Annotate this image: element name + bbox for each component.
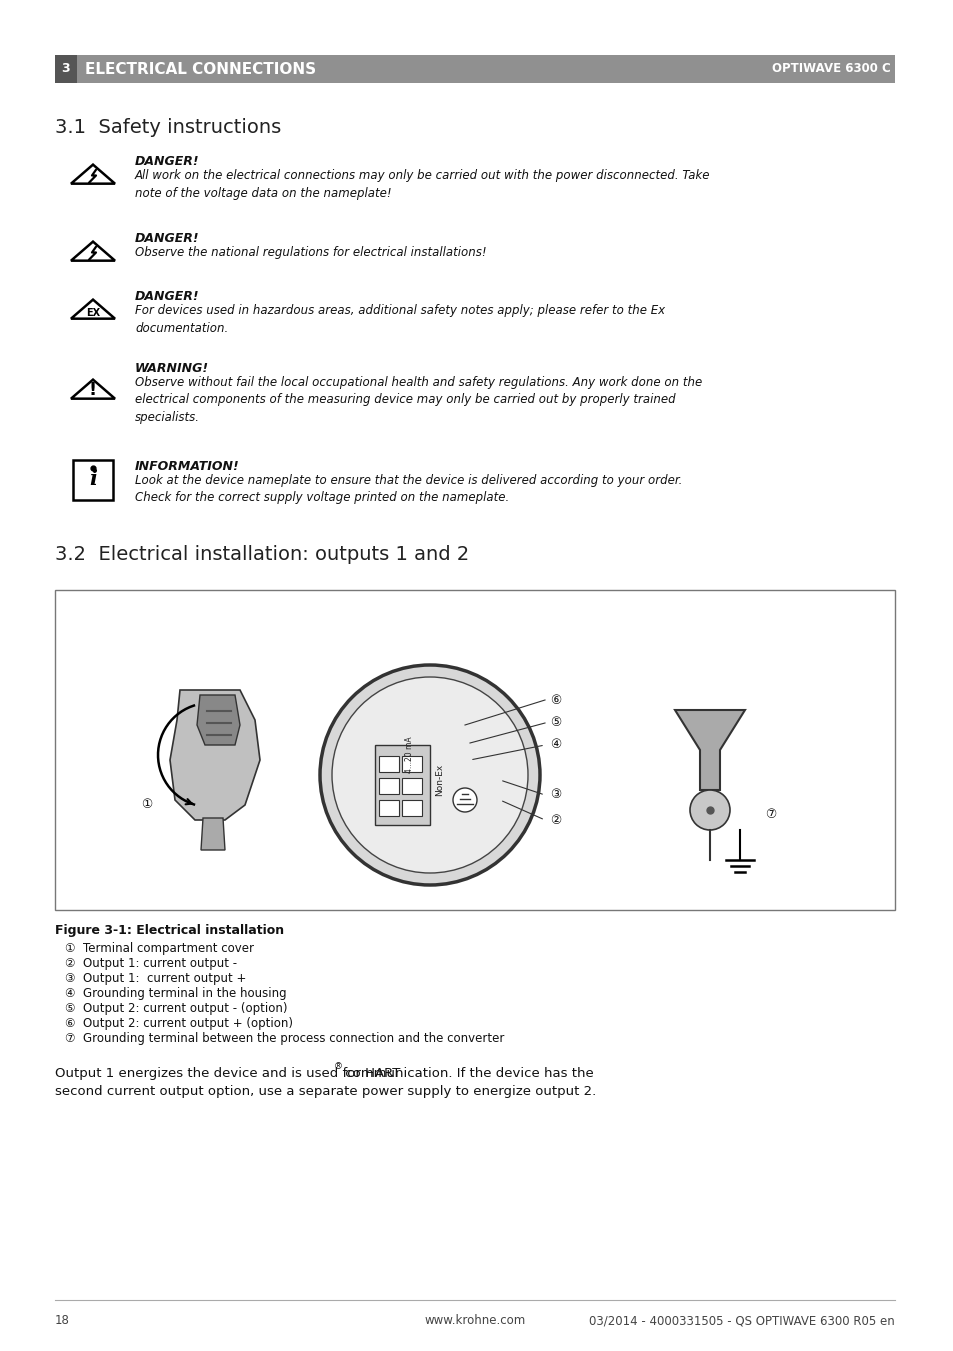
Text: ①  Terminal compartment cover: ① Terminal compartment cover (65, 942, 253, 955)
FancyBboxPatch shape (378, 778, 398, 794)
FancyBboxPatch shape (55, 55, 77, 82)
Text: 03/2014 - 4000331505 - QS OPTIWAVE 6300 R05 en: 03/2014 - 4000331505 - QS OPTIWAVE 6300 … (589, 1315, 894, 1327)
Text: ®: ® (334, 1062, 342, 1071)
Text: 3: 3 (62, 62, 71, 76)
Text: ELECTRICAL CONNECTIONS: ELECTRICAL CONNECTIONS (85, 62, 315, 77)
Polygon shape (71, 300, 115, 319)
Text: ④: ④ (550, 739, 560, 751)
Text: ①: ① (141, 798, 152, 812)
FancyBboxPatch shape (73, 459, 112, 500)
Text: ③  Output 1:  current output +: ③ Output 1: current output + (65, 971, 246, 985)
Polygon shape (196, 694, 240, 744)
Circle shape (332, 677, 527, 873)
Text: 4...20 mA: 4...20 mA (405, 736, 414, 773)
FancyBboxPatch shape (378, 757, 398, 771)
Text: Non-Ex: Non-Ex (435, 763, 444, 796)
Circle shape (689, 790, 729, 830)
Text: i: i (89, 469, 97, 489)
Polygon shape (71, 242, 115, 261)
Text: ⑤  Output 2: current output - (option): ⑤ Output 2: current output - (option) (65, 1002, 287, 1015)
Text: ⑦: ⑦ (764, 808, 776, 821)
Text: ②: ② (550, 813, 560, 827)
Text: EX: EX (86, 308, 100, 317)
Text: 3.1  Safety instructions: 3.1 Safety instructions (55, 118, 281, 136)
Text: Observe the national regulations for electrical installations!: Observe the national regulations for ele… (135, 246, 486, 259)
Text: ③: ③ (550, 789, 560, 801)
Circle shape (453, 788, 476, 812)
Text: second current output option, use a separate power supply to energize output 2.: second current output option, use a sepa… (55, 1085, 596, 1098)
FancyBboxPatch shape (401, 778, 421, 794)
Text: www.krohne.com: www.krohne.com (424, 1315, 525, 1327)
Text: communication. If the device has the: communication. If the device has the (341, 1067, 594, 1079)
Text: Output 1 energizes the device and is used for HART: Output 1 energizes the device and is use… (55, 1067, 400, 1079)
Polygon shape (71, 165, 115, 184)
Text: INFORMATION!: INFORMATION! (135, 459, 239, 473)
FancyBboxPatch shape (55, 590, 894, 911)
Text: For devices used in hazardous areas, additional safety notes apply; please refer: For devices used in hazardous areas, add… (135, 304, 664, 335)
Text: !: ! (89, 381, 97, 400)
FancyBboxPatch shape (375, 744, 430, 825)
Text: DANGER!: DANGER! (135, 232, 199, 245)
Polygon shape (71, 380, 115, 399)
Text: Look at the device nameplate to ensure that the device is delivered according to: Look at the device nameplate to ensure t… (135, 474, 681, 504)
Text: ②  Output 1: current output -: ② Output 1: current output - (65, 957, 237, 970)
FancyBboxPatch shape (401, 757, 421, 771)
Text: 18: 18 (55, 1315, 70, 1327)
FancyBboxPatch shape (401, 800, 421, 816)
Text: ⑥  Output 2: current output + (option): ⑥ Output 2: current output + (option) (65, 1017, 293, 1029)
Text: Figure 3-1: Electrical installation: Figure 3-1: Electrical installation (55, 924, 284, 938)
Text: DANGER!: DANGER! (135, 155, 199, 168)
Text: ⑦  Grounding terminal between the process connection and the converter: ⑦ Grounding terminal between the process… (65, 1032, 504, 1046)
Text: Observe without fail the local occupational health and safety regulations. Any w: Observe without fail the local occupatio… (135, 376, 701, 424)
FancyBboxPatch shape (55, 55, 894, 82)
Polygon shape (170, 690, 260, 820)
Text: 3.2  Electrical installation: outputs 1 and 2: 3.2 Electrical installation: outputs 1 a… (55, 544, 469, 563)
FancyBboxPatch shape (378, 800, 398, 816)
Text: OPTIWAVE 6300 C: OPTIWAVE 6300 C (771, 62, 890, 76)
Text: ④  Grounding terminal in the housing: ④ Grounding terminal in the housing (65, 988, 286, 1000)
Text: All work on the electrical connections may only be carried out with the power di: All work on the electrical connections m… (135, 169, 710, 200)
Polygon shape (675, 711, 744, 790)
Text: ⑥: ⑥ (550, 693, 560, 707)
Polygon shape (201, 817, 225, 850)
Text: WARNING!: WARNING! (135, 362, 209, 376)
Circle shape (319, 665, 539, 885)
Text: DANGER!: DANGER! (135, 290, 199, 303)
Text: ⑤: ⑤ (550, 716, 560, 730)
